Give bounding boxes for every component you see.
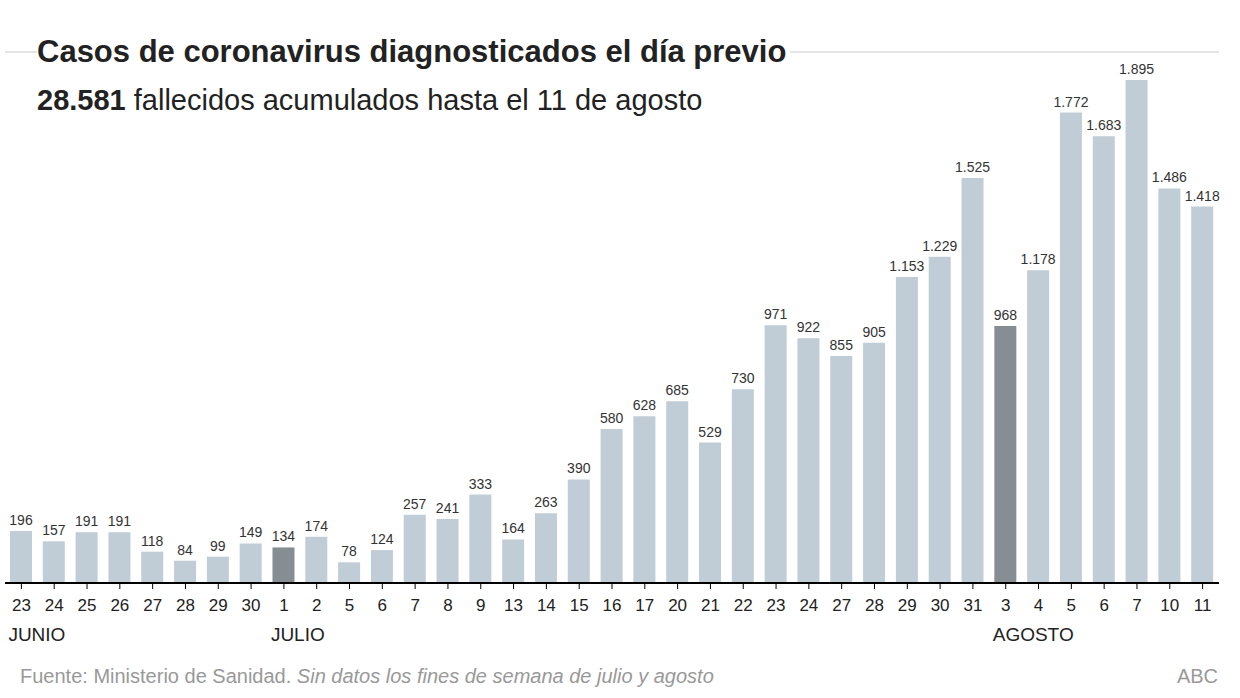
svg-text:1.153: 1.153	[889, 258, 924, 274]
svg-text:1.229: 1.229	[922, 238, 957, 254]
svg-text:5: 5	[1067, 596, 1076, 615]
svg-text:922: 922	[797, 319, 821, 335]
svg-text:196: 196	[9, 512, 33, 528]
svg-text:JULIO: JULIO	[271, 624, 325, 645]
svg-text:AGOSTO: AGOSTO	[993, 624, 1074, 645]
svg-text:26: 26	[110, 596, 129, 615]
svg-text:31: 31	[963, 596, 982, 615]
html-text:ABC: ABC	[1176, 665, 1218, 687]
svg-text:5: 5	[345, 596, 354, 615]
html-text:28.581 fallecidos acumulados h: 28.581 fallecidos acumulados hasta el 11…	[37, 84, 703, 116]
svg-text:7: 7	[1132, 596, 1141, 615]
svg-text:11: 11	[1194, 596, 1212, 615]
svg-text:730: 730	[731, 370, 755, 386]
svg-text:1.418: 1.418	[1185, 188, 1220, 204]
svg-text:7: 7	[410, 596, 419, 615]
svg-text:10: 10	[1160, 596, 1179, 615]
svg-text:1: 1	[279, 596, 288, 615]
svg-text:17: 17	[635, 596, 654, 615]
svg-text:4: 4	[1034, 596, 1043, 615]
svg-text:1.486: 1.486	[1152, 169, 1187, 185]
svg-text:30: 30	[931, 596, 950, 615]
svg-text:25: 25	[78, 596, 97, 615]
svg-text:28: 28	[176, 596, 195, 615]
svg-text:1.772: 1.772	[1053, 94, 1088, 110]
svg-text:333: 333	[469, 476, 493, 492]
svg-text:20: 20	[668, 596, 687, 615]
svg-text:191: 191	[108, 513, 132, 529]
svg-text:3: 3	[1001, 596, 1010, 615]
html-text:Fuente: Ministerio de Sanidad.: Fuente: Ministerio de Sanidad. Sin datos…	[20, 665, 714, 687]
svg-text:2: 2	[312, 596, 321, 615]
svg-text:174: 174	[305, 518, 329, 534]
svg-text:263: 263	[534, 494, 558, 510]
svg-text:28: 28	[865, 596, 884, 615]
svg-text:241: 241	[436, 500, 460, 516]
svg-text:13: 13	[504, 596, 523, 615]
svg-text:968: 968	[994, 307, 1018, 323]
svg-text:157: 157	[42, 522, 66, 538]
svg-text:27: 27	[143, 596, 162, 615]
svg-text:118: 118	[141, 533, 164, 549]
svg-text:30: 30	[242, 596, 261, 615]
svg-text:9: 9	[476, 596, 485, 615]
svg-text:22: 22	[734, 596, 753, 615]
svg-text:84: 84	[177, 542, 193, 558]
svg-text:628: 628	[633, 397, 657, 413]
svg-text:24: 24	[45, 596, 64, 615]
svg-text:1.683: 1.683	[1086, 117, 1121, 133]
svg-text:99: 99	[210, 538, 226, 554]
svg-text:78: 78	[341, 543, 357, 559]
svg-text:855: 855	[830, 337, 854, 353]
svg-text:580: 580	[600, 410, 624, 426]
html-text:Casos de coronavirus diagnosti: Casos de coronavirus diagnosticados el d…	[37, 34, 787, 69]
svg-text:6: 6	[1099, 596, 1108, 615]
svg-text:23: 23	[12, 596, 31, 615]
svg-text:23: 23	[767, 596, 786, 615]
svg-text:529: 529	[698, 424, 722, 440]
svg-text:29: 29	[209, 596, 228, 615]
svg-text:1.178: 1.178	[1021, 251, 1056, 267]
svg-text:21: 21	[701, 596, 720, 615]
svg-text:191: 191	[75, 513, 99, 529]
svg-text:16: 16	[603, 596, 622, 615]
svg-text:14: 14	[537, 596, 556, 615]
svg-text:124: 124	[370, 531, 394, 547]
svg-text:8: 8	[443, 596, 452, 615]
svg-text:149: 149	[239, 524, 263, 540]
svg-text:29: 29	[898, 596, 917, 615]
svg-text:24: 24	[799, 596, 818, 615]
svg-text:257: 257	[403, 496, 427, 512]
svg-text:164: 164	[501, 520, 525, 536]
svg-text:JUNIO: JUNIO	[8, 624, 65, 645]
svg-text:390: 390	[567, 460, 591, 476]
svg-text:134: 134	[272, 528, 296, 544]
svg-text:15: 15	[570, 596, 589, 615]
svg-text:1.525: 1.525	[955, 159, 990, 175]
svg-text:971: 971	[764, 306, 788, 322]
svg-text:905: 905	[862, 324, 886, 340]
svg-text:1.895: 1.895	[1119, 61, 1154, 77]
svg-text:27: 27	[832, 596, 851, 615]
svg-text:685: 685	[666, 382, 690, 398]
svg-text:6: 6	[378, 596, 387, 615]
